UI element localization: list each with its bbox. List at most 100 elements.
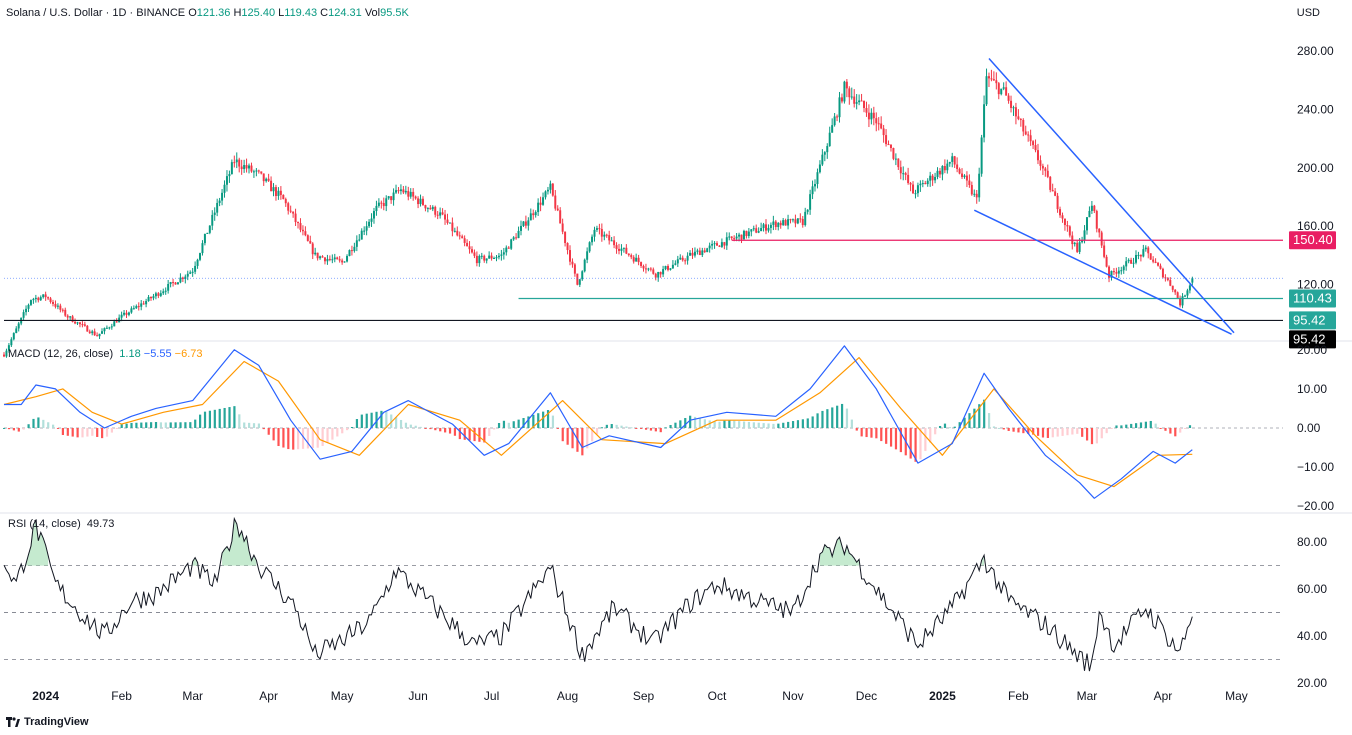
candle-body <box>814 184 817 187</box>
candle-body <box>779 222 782 226</box>
candle-body <box>610 240 613 242</box>
macd-hist-bar <box>194 419 197 428</box>
candle-body <box>872 112 875 119</box>
candle-body <box>1147 247 1150 254</box>
macd-hist-bar <box>262 427 265 430</box>
candle-body <box>919 183 922 186</box>
candle-body <box>512 237 515 240</box>
candle-body <box>1051 189 1054 192</box>
candle-body <box>713 243 716 245</box>
rsi-legend: RSI (14, close) 49.73 <box>8 518 114 530</box>
macd-hist-bar <box>644 427 648 430</box>
x-axis-tick: May <box>1225 689 1248 703</box>
candle-body <box>806 209 809 212</box>
candle-body <box>738 234 741 237</box>
macd-hist-bar <box>497 423 501 428</box>
candle-body <box>213 212 216 215</box>
candle-body <box>595 228 598 230</box>
candle-body <box>750 229 753 232</box>
macd-hist-bar <box>801 419 804 428</box>
close-label: C <box>320 7 329 19</box>
candle-body <box>372 211 375 219</box>
candle-body <box>172 282 175 284</box>
macd-axis-tick: 20.00 <box>1297 343 1327 357</box>
candle-body <box>782 220 785 226</box>
macd-hist-bar <box>1076 427 1079 434</box>
currency-label[interactable]: USD <box>1296 7 1320 19</box>
macd-hist-bar <box>669 424 672 428</box>
macd-hist-bar <box>1169 427 1172 434</box>
candle-body <box>975 193 978 198</box>
macd-hist-bar <box>66 427 69 436</box>
candle-body <box>103 328 106 332</box>
candle-body <box>15 328 18 334</box>
macd-hist-bar <box>836 405 839 428</box>
candle-body <box>605 234 608 236</box>
candle-body <box>456 230 459 236</box>
candle-body <box>137 306 140 308</box>
low-value: 119.43 <box>284 7 318 19</box>
macd-hist-bar <box>1056 427 1059 437</box>
candle-body <box>355 240 358 247</box>
candle-body <box>142 303 145 305</box>
macd-hist-bar <box>1164 427 1167 431</box>
candle-body <box>816 172 819 185</box>
macd-hist-bar <box>169 422 172 428</box>
macd-hist-bar <box>840 403 844 428</box>
macd-hist-bar <box>855 427 858 431</box>
candle-body <box>56 305 59 307</box>
candle-body <box>184 276 187 279</box>
candle-body <box>1164 277 1167 279</box>
candle-body <box>154 293 157 297</box>
candle-body <box>667 266 670 270</box>
candle-body <box>368 221 371 227</box>
candle-body <box>199 253 202 260</box>
macd-hist-bar <box>615 424 618 428</box>
candle-body <box>907 174 910 184</box>
x-axis-tick: Apr <box>259 689 278 703</box>
x-axis-tick: Oct <box>708 689 727 703</box>
candle-body <box>490 255 493 259</box>
candle-body <box>12 333 15 340</box>
candle-body <box>448 222 451 224</box>
candle-body <box>289 210 292 212</box>
candle-body <box>353 246 356 251</box>
macd-hist-bar <box>3 427 6 429</box>
candle-body <box>157 293 160 296</box>
candle-body <box>101 331 104 334</box>
candle-body <box>319 256 322 259</box>
candle-body <box>997 83 1000 95</box>
candle-body <box>735 236 738 239</box>
tradingview-footer: TradingView <box>6 716 89 728</box>
candle-body <box>451 222 454 232</box>
candle-body <box>990 78 993 80</box>
x-axis-tick: Feb <box>111 689 132 703</box>
macd-hist-bar <box>987 413 991 428</box>
candle-body <box>162 291 165 294</box>
candle-body <box>882 128 885 136</box>
candle-body <box>671 264 674 269</box>
candle-body <box>510 239 513 249</box>
price-axis-tick: 280.00 <box>1297 44 1334 58</box>
candle-body <box>10 339 13 346</box>
macd-hist-bar <box>287 427 290 450</box>
candle-body <box>387 196 390 199</box>
candle-body <box>272 187 275 192</box>
candle-body <box>943 166 946 171</box>
macd-hist-bar <box>444 427 447 433</box>
candle-body <box>1029 135 1032 142</box>
candle-body <box>921 183 924 185</box>
candle-body <box>69 316 72 318</box>
candle-body <box>1127 259 1130 262</box>
price-axis-tick: 160.00 <box>1297 219 1334 233</box>
candle-body <box>238 159 241 167</box>
macd-hist-bar <box>110 427 114 433</box>
candle-body <box>1134 255 1137 263</box>
candle-body <box>1142 249 1145 257</box>
macd-hist-bar <box>1051 427 1054 438</box>
macd-hist-bar <box>1139 422 1143 428</box>
macd-hist-bar <box>1017 427 1020 433</box>
macd-hist-bar <box>350 427 354 428</box>
candle-body <box>1152 259 1155 262</box>
candle-body <box>948 161 951 164</box>
